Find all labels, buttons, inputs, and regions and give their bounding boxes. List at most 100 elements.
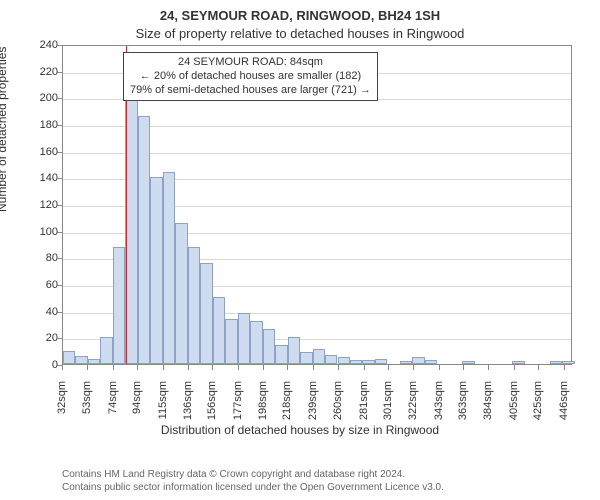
y-tick-mark <box>57 152 62 153</box>
x-tick-label: 281sqm <box>358 381 370 421</box>
y-tick-label: 140 <box>8 172 58 184</box>
footer-line1: Contains HM Land Registry data © Crown c… <box>62 468 444 481</box>
y-tick-label: 200 <box>8 92 58 104</box>
histogram-bar <box>63 351 75 364</box>
x-tick-mark <box>87 365 88 370</box>
x-tick-label: 425sqm <box>532 381 544 421</box>
histogram-bar <box>213 297 225 364</box>
y-tick-label: 20 <box>8 332 58 344</box>
x-axis-label: Distribution of detached houses by size … <box>0 423 600 437</box>
x-tick-mark <box>313 365 314 370</box>
y-tick-mark <box>57 312 62 313</box>
x-tick-mark <box>538 365 539 370</box>
annotation-line2: ← 20% of detached houses are smaller (18… <box>130 70 371 84</box>
histogram-bar <box>150 177 162 364</box>
histogram-bar <box>512 361 524 364</box>
x-tick-label: 322sqm <box>407 381 419 421</box>
annotation-line3: 79% of semi-detached houses are larger (… <box>130 84 371 98</box>
chart-plot-area: 24 SEYMOUR ROAD: 84sqm ← 20% of detached… <box>62 45 572 365</box>
x-tick-mark <box>287 365 288 370</box>
y-tick-mark <box>57 258 62 259</box>
histogram-bar <box>225 319 237 364</box>
x-tick-mark <box>413 365 414 370</box>
histogram-bar <box>425 360 437 364</box>
y-tick-mark <box>57 72 62 73</box>
histogram-bar <box>362 360 374 364</box>
y-tick-mark <box>57 178 62 179</box>
x-tick-label: 343sqm <box>433 381 445 421</box>
y-tick-label: 0 <box>8 359 58 371</box>
x-tick-label: 32sqm <box>56 381 68 421</box>
x-tick-mark <box>463 365 464 370</box>
histogram-bar <box>313 349 325 364</box>
y-tick-mark <box>57 285 62 286</box>
histogram-bar <box>325 355 337 364</box>
x-tick-mark <box>212 365 213 370</box>
histogram-bar <box>125 97 137 364</box>
histogram-bar <box>188 247 200 364</box>
x-tick-label: 446sqm <box>558 381 570 421</box>
histogram-bar <box>550 361 562 364</box>
annotation-line1: 24 SEYMOUR ROAD: 84sqm <box>130 56 371 70</box>
y-tick-mark <box>57 205 62 206</box>
x-tick-label: 239sqm <box>307 381 319 421</box>
histogram-bar <box>138 116 150 364</box>
histogram-bar <box>338 357 350 364</box>
x-tick-label: 136sqm <box>182 381 194 421</box>
page-title: 24, SEYMOUR ROAD, RINGWOOD, BH24 1SH <box>0 8 600 23</box>
histogram-bar <box>288 337 300 364</box>
y-tick-label: 100 <box>8 226 58 238</box>
footer-attribution: Contains HM Land Registry data © Crown c… <box>62 468 444 494</box>
histogram-bar <box>375 359 387 364</box>
x-tick-label: 218sqm <box>281 381 293 421</box>
y-tick-label: 120 <box>8 199 58 211</box>
y-tick-label: 80 <box>8 252 58 264</box>
histogram-bar <box>75 356 87 364</box>
histogram-bar <box>100 337 112 364</box>
y-tick-mark <box>57 232 62 233</box>
histogram-bar <box>175 223 187 364</box>
histogram-bar <box>163 172 175 364</box>
x-tick-mark <box>238 365 239 370</box>
x-tick-label: 405sqm <box>508 381 520 421</box>
x-tick-mark <box>364 365 365 370</box>
x-tick-label: 177sqm <box>232 381 244 421</box>
x-tick-mark <box>163 365 164 370</box>
x-tick-mark <box>137 365 138 370</box>
y-tick-label: 40 <box>8 306 58 318</box>
x-tick-mark <box>439 365 440 370</box>
y-tick-label: 160 <box>8 146 58 158</box>
x-tick-label: 94sqm <box>131 381 143 421</box>
x-tick-label: 115sqm <box>157 381 169 421</box>
x-tick-label: 156sqm <box>206 381 218 421</box>
histogram-bar <box>238 313 250 364</box>
y-tick-mark <box>57 98 62 99</box>
histogram-bar <box>412 357 424 364</box>
y-tick-label: 180 <box>8 119 58 131</box>
y-tick-label: 240 <box>8 39 58 51</box>
histogram-bar <box>300 352 312 364</box>
y-tick-mark <box>57 45 62 46</box>
histogram-bar <box>562 361 574 364</box>
x-tick-label: 74sqm <box>107 381 119 421</box>
histogram-bar <box>250 321 262 364</box>
annotation-box: 24 SEYMOUR ROAD: 84sqm ← 20% of detached… <box>123 52 378 101</box>
x-tick-mark <box>113 365 114 370</box>
histogram-bar <box>88 359 100 364</box>
y-tick-label: 60 <box>8 279 58 291</box>
histogram-bar <box>275 345 287 364</box>
page-subtitle: Size of property relative to detached ho… <box>0 26 600 41</box>
x-tick-mark <box>564 365 565 370</box>
x-tick-mark <box>62 365 63 370</box>
x-tick-label: 260sqm <box>332 381 344 421</box>
histogram-bar <box>113 247 125 364</box>
y-tick-label: 220 <box>8 66 58 78</box>
x-tick-mark <box>514 365 515 370</box>
x-tick-label: 301sqm <box>382 381 394 421</box>
x-tick-mark <box>488 365 489 370</box>
x-tick-label: 384sqm <box>482 381 494 421</box>
x-tick-mark <box>188 365 189 370</box>
x-tick-label: 53sqm <box>81 381 93 421</box>
histogram-bar <box>263 329 275 364</box>
histogram-bar <box>462 361 474 364</box>
